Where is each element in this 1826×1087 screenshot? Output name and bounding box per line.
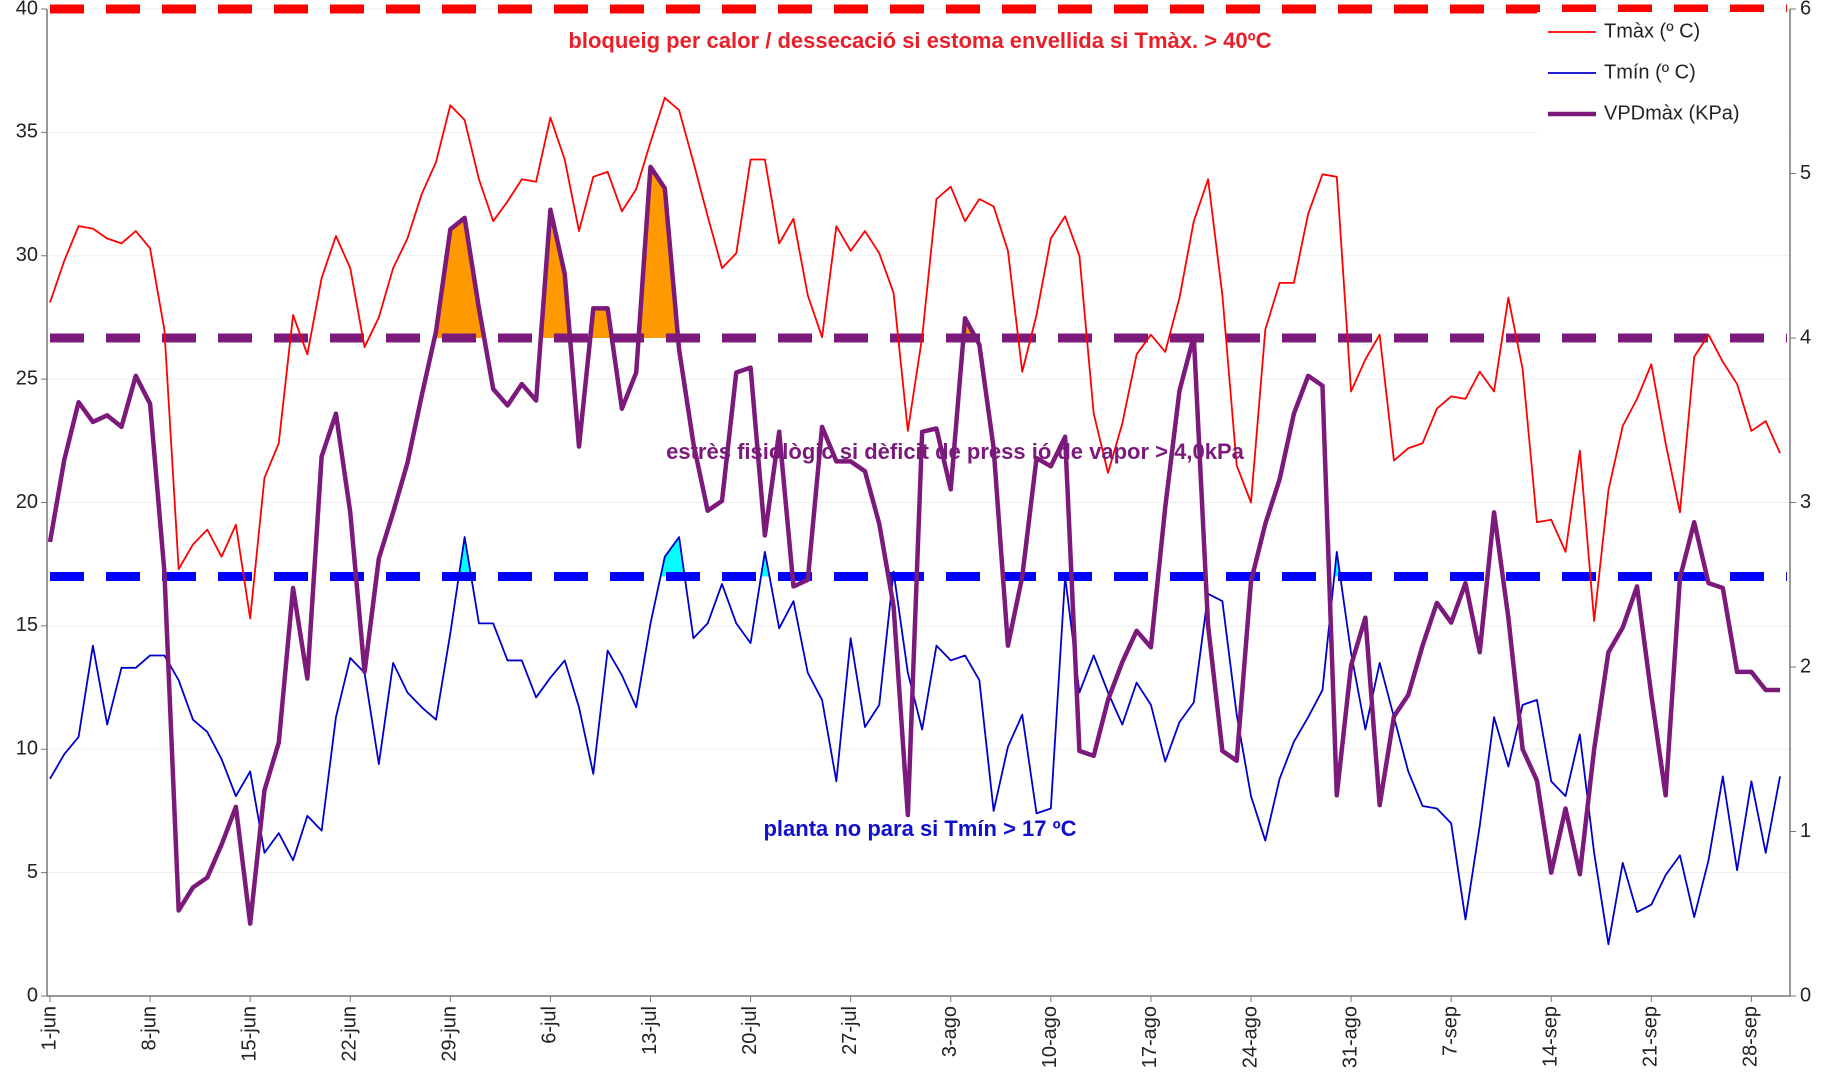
annotation: estrès fisiològic si dèficit de press ió… (666, 439, 1245, 464)
y-tick-label: 20 (16, 491, 38, 513)
legend-label: Tmín (º C) (1604, 61, 1696, 83)
annotation: planta no para si Tmín > 17 ºC (763, 816, 1076, 841)
series-line (47, 164, 1780, 926)
exceedance-area (50, 166, 1780, 338)
x-tick-label: 8-jun (138, 1006, 160, 1050)
series-line (49, 536, 1781, 946)
legend-label: VPDmàx (KPa) (1604, 102, 1740, 124)
y2-tick-label: 2 (1800, 655, 1811, 677)
x-tick-label: 27-jul (839, 1006, 861, 1055)
x-tick-label: 22-jun (339, 1006, 361, 1062)
x-tick-label: 13-jul (639, 1006, 661, 1055)
x-tick-label: 6-jul (539, 1006, 561, 1044)
x-tick-label: 15-jun (238, 1006, 260, 1062)
x-tick-label: 21-sep (1640, 1006, 1662, 1067)
y-tick-label: 5 (27, 861, 38, 883)
y2-tick-label: 1 (1800, 820, 1811, 842)
y-tick-label: 0 (27, 984, 38, 1006)
y2-tick-label: 6 (1800, 0, 1811, 19)
x-tick-label: 10-ago (1039, 1006, 1061, 1068)
x-tick-label: 28-sep (1740, 1006, 1762, 1067)
x-tick-label: 29-jun (439, 1006, 461, 1062)
y-tick-label: 30 (16, 244, 38, 266)
y-tick-label: 25 (16, 367, 38, 389)
y-tick-label: 35 (16, 121, 38, 143)
x-tick-label: 17-ago (1139, 1006, 1161, 1068)
series-line (49, 96, 1781, 622)
x-tick-label: 24-ago (1239, 1006, 1261, 1068)
y2-tick-label: 4 (1800, 326, 1811, 348)
x-tick-label: 3-ago (939, 1006, 961, 1057)
legend-label: Tmàx (º C) (1604, 20, 1700, 42)
x-tick-label: 20-jul (739, 1006, 761, 1055)
x-tick-label: 7-sep (1439, 1006, 1461, 1056)
y-tick-label: 40 (16, 0, 38, 19)
y2-tick-label: 3 (1800, 491, 1811, 513)
y2-tick-label: 5 (1800, 162, 1811, 184)
x-tick-label: 1-jun (38, 1006, 60, 1050)
y-tick-label: 15 (16, 614, 38, 636)
x-tick-label: 14-sep (1540, 1006, 1562, 1067)
x-tick-label: 31-ago (1339, 1006, 1361, 1068)
y2-tick-label: 0 (1800, 984, 1811, 1006)
y-tick-label: 10 (16, 738, 38, 760)
annotation: bloqueig per calor / dessecació si estom… (568, 28, 1271, 53)
